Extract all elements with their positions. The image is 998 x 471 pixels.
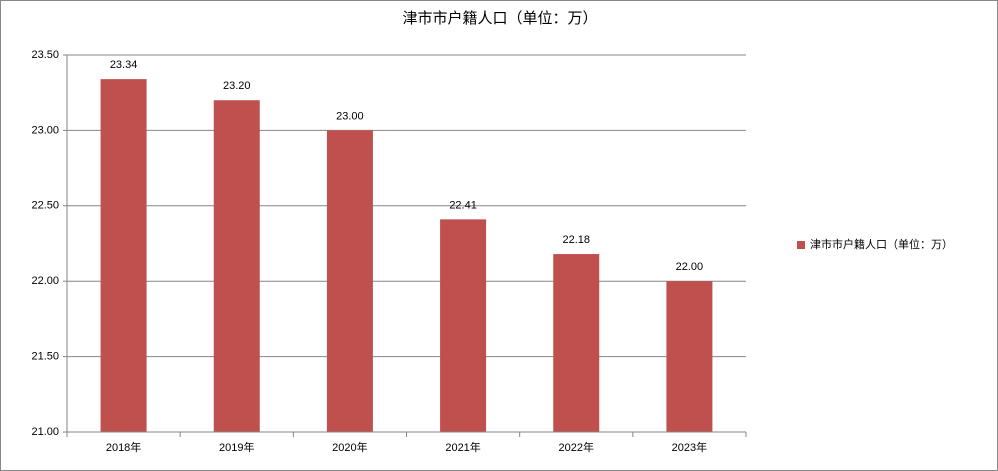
y-tick-label: 21.50	[31, 351, 59, 363]
x-tick-label: 2021年	[445, 440, 480, 454]
y-tick-label: 23.00	[31, 124, 59, 136]
bar	[666, 281, 713, 432]
y-tick-label: 22.00	[31, 275, 59, 287]
bar	[326, 130, 373, 432]
bar	[213, 100, 260, 433]
y-tick-label: 21.00	[31, 426, 59, 438]
legend-swatch	[797, 241, 805, 249]
data-label: 22.18	[562, 234, 590, 246]
data-label: 23.00	[336, 110, 364, 122]
data-label: 22.00	[676, 261, 704, 273]
x-tick-label: 2023年	[672, 440, 707, 454]
y-tick-label: 23.50	[31, 49, 59, 61]
data-label: 22.41	[449, 199, 477, 211]
data-label: 23.20	[223, 80, 251, 92]
x-tick-label: 2022年	[559, 440, 594, 454]
bar	[100, 79, 147, 433]
x-tick-label: 2019年	[219, 440, 254, 454]
y-tick-label: 22.50	[31, 200, 59, 212]
x-tick-label: 2018年	[106, 440, 141, 454]
chart-title: 津市市户籍人口（单位：万）	[402, 10, 597, 27]
legend-label: 津市市户籍人口（单位：万）	[810, 237, 953, 251]
x-tick-label: 2020年	[332, 440, 367, 454]
data-label: 23.34	[110, 59, 138, 71]
bar	[440, 219, 487, 432]
bar	[553, 254, 600, 432]
